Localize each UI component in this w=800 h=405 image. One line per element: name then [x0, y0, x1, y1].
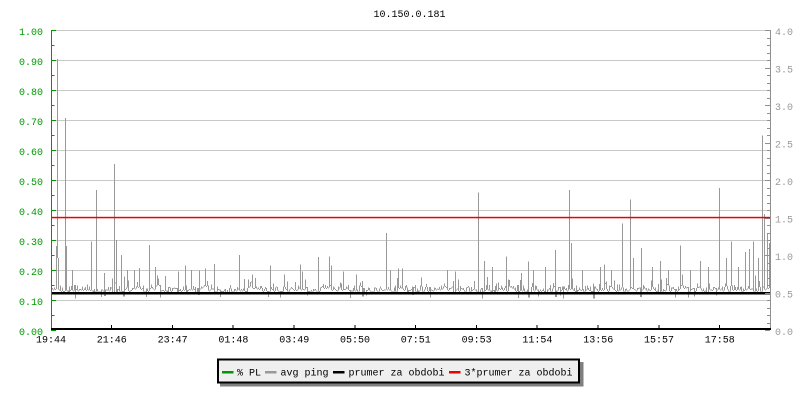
svg-text:0.10: 0.10: [19, 298, 43, 309]
svg-text:05:50: 05:50: [340, 336, 370, 347]
svg-text:11:54: 11:54: [522, 336, 552, 347]
svg-text:15:57: 15:57: [644, 336, 674, 347]
svg-text:09:53: 09:53: [462, 336, 492, 347]
svg-text:2.5: 2.5: [775, 141, 793, 152]
svg-text:01:48: 01:48: [218, 336, 248, 347]
svg-text:3.5: 3.5: [775, 66, 793, 77]
svg-text:21:46: 21:46: [97, 336, 127, 347]
svg-text:17:58: 17:58: [705, 336, 735, 347]
svg-text:3.0: 3.0: [775, 103, 793, 114]
svg-text:0.5: 0.5: [775, 291, 793, 302]
svg-text:13:56: 13:56: [583, 336, 613, 347]
svg-text:23:47: 23:47: [158, 336, 188, 347]
svg-text:0.50: 0.50: [19, 178, 43, 189]
svg-text:03:49: 03:49: [279, 336, 309, 347]
svg-text:avg ping: avg ping: [281, 367, 329, 379]
svg-text:prumer za obdobi: prumer za obdobi: [349, 367, 445, 379]
svg-text:0.70: 0.70: [19, 118, 43, 129]
svg-text:0.40: 0.40: [19, 208, 43, 219]
svg-text:4.0: 4.0: [775, 28, 793, 39]
svg-text:0.00: 0.00: [19, 328, 43, 339]
svg-text:0.20: 0.20: [19, 268, 43, 279]
svg-text:1.5: 1.5: [775, 216, 793, 227]
svg-text:0.0: 0.0: [775, 328, 793, 339]
svg-text:1.00: 1.00: [19, 28, 43, 39]
svg-text:10.150.0.181: 10.150.0.181: [373, 10, 445, 21]
svg-text:1.0: 1.0: [775, 253, 793, 264]
svg-text:0.60: 0.60: [19, 148, 43, 159]
svg-text:0.80: 0.80: [19, 88, 43, 99]
svg-text:0.90: 0.90: [19, 58, 43, 69]
svg-text:19:44: 19:44: [36, 336, 66, 347]
svg-text:2.0: 2.0: [775, 178, 793, 189]
svg-text:07:51: 07:51: [401, 336, 431, 347]
svg-text:3*prumer za obdobi: 3*prumer za obdobi: [465, 367, 573, 379]
svg-text:0.30: 0.30: [19, 238, 43, 249]
svg-text:% PL: % PL: [237, 368, 261, 379]
